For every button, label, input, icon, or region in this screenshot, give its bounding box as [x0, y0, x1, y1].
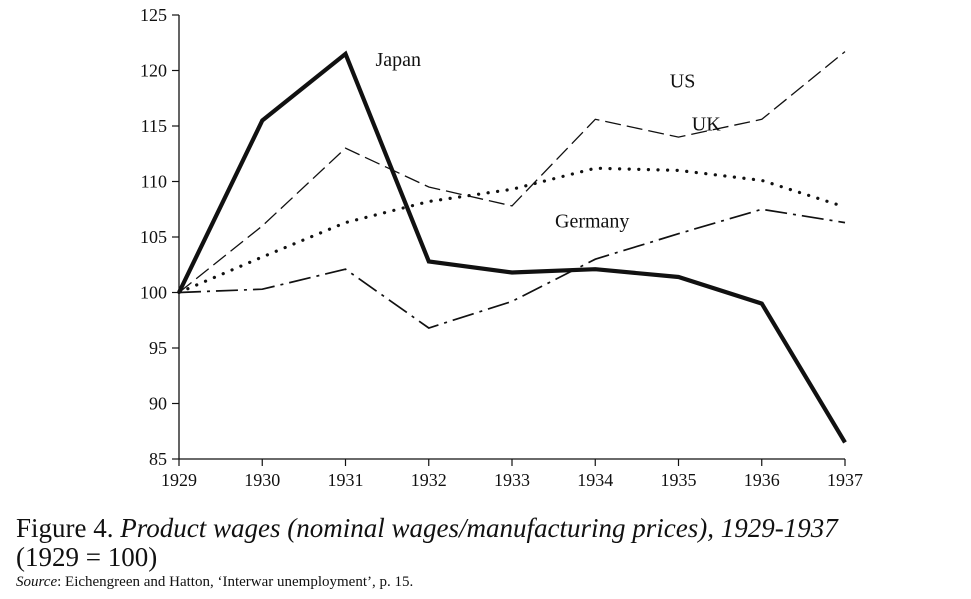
series-label-japan: Japan	[376, 49, 422, 71]
chart-ticks: 85 90 95 100 105 110 115 120 125 1929 1930 1931 1932…	[140, 5, 863, 490]
chart-series	[177, 50, 847, 444]
chart-series-labels: Japan US UK Germany	[376, 49, 722, 233]
source-text: : Eichengreen and Hatton, ‘Interwar unem…	[57, 574, 414, 590]
y-tick-label: 120	[140, 61, 167, 81]
caption-base-note: (1929 = 100)	[16, 542, 158, 572]
y-tick-label: 85	[149, 449, 167, 469]
figure-caption: Figure 4. Product wages (nominal wages/m…	[16, 513, 966, 592]
x-tick-label: 1936	[744, 470, 780, 490]
figure-title: Product wages (nominal wages/manufacturi…	[120, 513, 714, 543]
source-line: Source: Eichengreen and Hatton, ‘Interwa…	[16, 572, 966, 592]
series-line-uk	[177, 166, 847, 295]
x-tick-label: 1937	[827, 470, 863, 490]
y-tick-label: 95	[149, 338, 167, 358]
x-tick-label: 1929	[161, 470, 197, 490]
line-chart: 85 90 95 100 105 110 115 120 125 1929 1930 1931 1932…	[140, 5, 863, 490]
y-tick-label: 125	[140, 5, 167, 25]
series-line-us	[178, 51, 846, 294]
x-tick-label: 1930	[244, 470, 280, 490]
series-label-us: US	[670, 70, 696, 92]
series-line-germany	[178, 208, 846, 329]
y-tick-label: 110	[141, 172, 167, 192]
series-label-germany: Germany	[555, 210, 629, 232]
y-tick-label: 115	[141, 116, 167, 136]
x-tick-label: 1934	[577, 470, 613, 490]
y-tick-label: 90	[149, 394, 167, 414]
series-line-japan	[177, 50, 847, 444]
y-tick-label: 100	[140, 283, 167, 303]
figure-years: 1929-1937	[720, 513, 838, 543]
source-label: Source	[16, 574, 58, 590]
y-tick-label: 105	[140, 227, 167, 247]
series-label-uk: UK	[692, 113, 721, 135]
caption-title-line: Figure 4. Product wages (nominal wages/m…	[16, 513, 966, 544]
figure-label: Figure 4.	[16, 513, 114, 543]
x-tick-label: 1935	[661, 470, 697, 490]
chart-axes	[178, 15, 845, 460]
x-tick-label: 1933	[494, 470, 530, 490]
x-tick-label: 1932	[411, 470, 447, 490]
x-tick-label: 1931	[328, 470, 364, 490]
